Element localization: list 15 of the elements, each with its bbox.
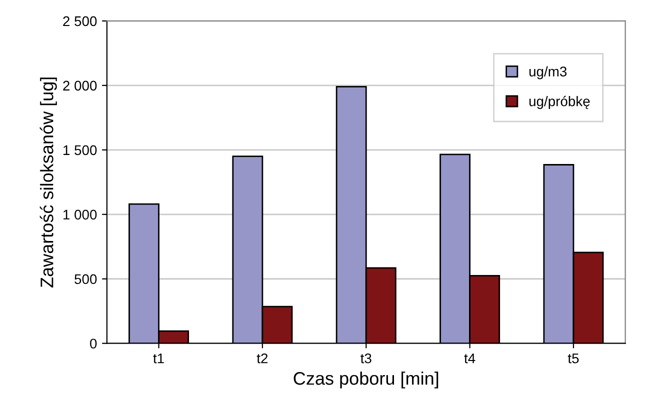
x-tick-label: t4 (464, 354, 476, 364)
y-tick-label: 1 000 (64, 210, 97, 220)
legend-label: ug/m3 (529, 66, 567, 80)
x-tick-label: t3 (360, 353, 372, 364)
y-axis-title: Zawartość siloksanów [ug] (40, 78, 57, 288)
legend-label: ug/próbkę (529, 96, 590, 110)
y-tick-label: 2 000 (63, 80, 97, 91)
y-tick-label: 0 (90, 338, 97, 349)
x-tick-label: t2 (256, 353, 268, 364)
x-tick-label: t5 (568, 354, 579, 364)
x-axis-title: Czas poboru [min] (294, 372, 438, 388)
y-tick-label: 500 (74, 274, 97, 284)
x-tick-label: t1 (153, 354, 164, 364)
y-tick-label: 1 500 (64, 145, 97, 156)
y-tick-label: 2 500 (63, 16, 97, 26)
